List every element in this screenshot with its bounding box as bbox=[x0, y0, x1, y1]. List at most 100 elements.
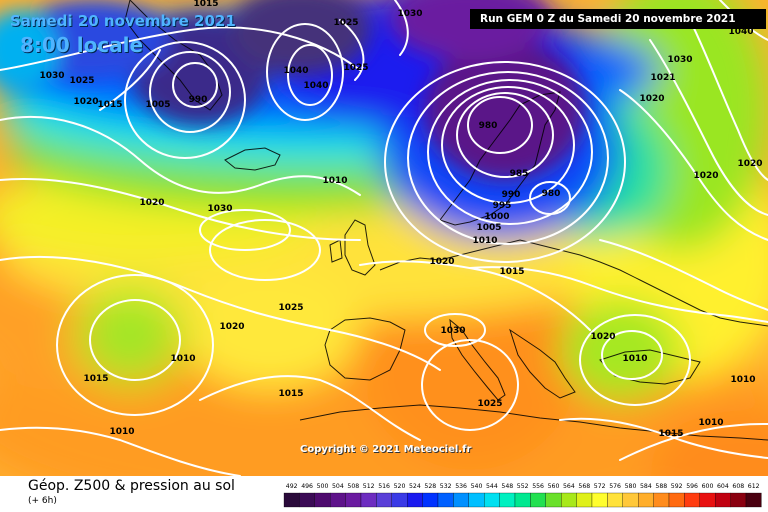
isobar-980-east bbox=[529, 181, 571, 215]
isobar-1025-east bbox=[649, 39, 768, 216]
scale-label: 560 bbox=[548, 483, 560, 490]
isobar-1035-greenland bbox=[266, 23, 344, 121]
isobar-1030-east bbox=[689, 19, 768, 181]
isobar-label: 990 bbox=[189, 95, 208, 105]
isobar-1010-cutoff bbox=[89, 299, 181, 381]
isobar-label: 1020 bbox=[639, 94, 664, 104]
isobar-label: 1025 bbox=[343, 63, 368, 73]
coast-north-africa bbox=[299, 404, 768, 441]
scale-swatch bbox=[437, 492, 454, 508]
isobar-label: 1040 bbox=[728, 27, 753, 37]
scale-swatch bbox=[453, 492, 469, 508]
scale-label: 500 bbox=[317, 483, 329, 490]
isobar-1030-azores bbox=[199, 209, 291, 251]
isobar-label: 1020 bbox=[590, 332, 615, 342]
scale-swatch bbox=[283, 492, 300, 508]
isobar-1030-med bbox=[424, 313, 486, 347]
scale-swatch bbox=[360, 492, 377, 508]
scale-label: 584 bbox=[640, 483, 652, 490]
isobar-label: 1015 bbox=[658, 429, 683, 439]
isobar-label: 1015 bbox=[97, 100, 122, 110]
scale-swatch bbox=[653, 492, 670, 508]
isobar-995 bbox=[427, 79, 593, 225]
scale-label: 544 bbox=[486, 483, 498, 490]
isobar-label: 1010 bbox=[322, 176, 347, 186]
scale-label: 548 bbox=[501, 483, 513, 490]
scale-swatch bbox=[668, 492, 685, 508]
field-orange-corner bbox=[650, 410, 768, 476]
isobar-label: 980 bbox=[479, 121, 498, 131]
isobar-label: 1010 bbox=[698, 418, 723, 428]
copyright-notice: Copyright © 2021 Meteociel.fr bbox=[300, 444, 472, 455]
map-date-title: Samedi 20 novembre 2021 bbox=[10, 12, 236, 30]
coast-europe-main bbox=[379, 239, 768, 327]
isobar-1010-iceland bbox=[124, 41, 246, 159]
scale-swatch bbox=[468, 492, 485, 508]
scale-swatch bbox=[484, 492, 500, 508]
isobar-label: 980 bbox=[542, 189, 561, 199]
isobar-label: 1025 bbox=[477, 399, 502, 409]
isobar-label: 1010 bbox=[109, 427, 134, 437]
isobar-label: 1040 bbox=[303, 81, 328, 91]
isobar-1010-balkans bbox=[601, 330, 663, 380]
isobar-label: 1025 bbox=[69, 76, 94, 86]
scale-labels: 492 496 500 504 508 512 516 520 524 528 532 536 540 5… bbox=[286, 483, 760, 490]
scale-label: 528 bbox=[424, 483, 436, 490]
scale-swatch bbox=[591, 492, 608, 508]
scale-swatch bbox=[530, 492, 546, 508]
scale-swatch bbox=[330, 492, 346, 508]
isobars bbox=[0, 0, 768, 476]
isobar-1030-north bbox=[394, 0, 409, 56]
color-scale-legend: 492 496 500 504 508 512 516 520 524 528 532 536 540 5… bbox=[283, 483, 762, 508]
isobar-1025-azores bbox=[209, 219, 321, 281]
isobar-label: 1005 bbox=[476, 223, 501, 233]
geopotential-map: 1015 1025 1030 1040 1030 1025 1020 1015 … bbox=[0, 0, 768, 476]
scale-swatch bbox=[622, 492, 639, 508]
isobar-label: 1015 bbox=[499, 267, 524, 277]
isobar-label-layer: 1015 1025 1030 1040 1030 1025 1020 1015 … bbox=[39, 0, 762, 439]
scale-label: 496 bbox=[301, 483, 313, 490]
scale-swatch bbox=[699, 492, 716, 508]
isobar-1015-europe bbox=[469, 266, 768, 323]
field-cyan-west-edge bbox=[0, 10, 60, 90]
scale-swatches bbox=[283, 492, 762, 508]
scale-label: 588 bbox=[655, 483, 667, 490]
scale-swatch bbox=[422, 492, 439, 508]
field-purple-low-scandi bbox=[425, 40, 585, 180]
isobar-label: 1030 bbox=[667, 55, 692, 65]
isobar-label: 1010 bbox=[622, 354, 647, 364]
scale-label: 532 bbox=[440, 483, 452, 490]
isobar-label: 1030 bbox=[397, 9, 422, 19]
scale-label: 556 bbox=[532, 483, 544, 490]
coast-iceland bbox=[224, 147, 281, 171]
scale-swatch bbox=[314, 492, 331, 508]
scale-label: 592 bbox=[671, 483, 683, 490]
scale-swatch bbox=[407, 492, 423, 508]
scale-swatch bbox=[514, 492, 531, 508]
scale-label: 524 bbox=[409, 483, 421, 490]
isobar-label: 1020 bbox=[693, 171, 718, 181]
scale-label: 568 bbox=[578, 483, 590, 490]
isobar-1010-east bbox=[599, 239, 768, 311]
isobar-label: 1025 bbox=[278, 303, 303, 313]
isobar-1015-south bbox=[199, 375, 421, 441]
isobar-label: 1015 bbox=[193, 0, 218, 9]
isobar-label: 1010 bbox=[730, 375, 755, 385]
scale-swatch bbox=[715, 492, 731, 508]
product-title: Géop. Z500 & pression au sol bbox=[28, 478, 235, 494]
isobar-label: 1005 bbox=[145, 100, 170, 110]
weather-map: 1015 1025 1030 1040 1030 1025 1020 1015 … bbox=[0, 0, 768, 476]
coast-balkans bbox=[509, 328, 576, 399]
scale-swatch bbox=[607, 492, 623, 508]
isobar-label: 1021 bbox=[650, 73, 675, 83]
scale-swatch bbox=[576, 492, 593, 508]
isobar-1025-north bbox=[339, 19, 365, 81]
scale-label: 492 bbox=[286, 483, 298, 490]
isobar-label: 1030 bbox=[207, 204, 232, 214]
isobar-label: 1015 bbox=[83, 374, 108, 384]
scale-label: 576 bbox=[609, 483, 621, 490]
isobar-label: 990 bbox=[502, 190, 521, 200]
isobar-990 bbox=[441, 86, 575, 204]
scale-label: 512 bbox=[363, 483, 375, 490]
scale-label: 520 bbox=[394, 483, 406, 490]
